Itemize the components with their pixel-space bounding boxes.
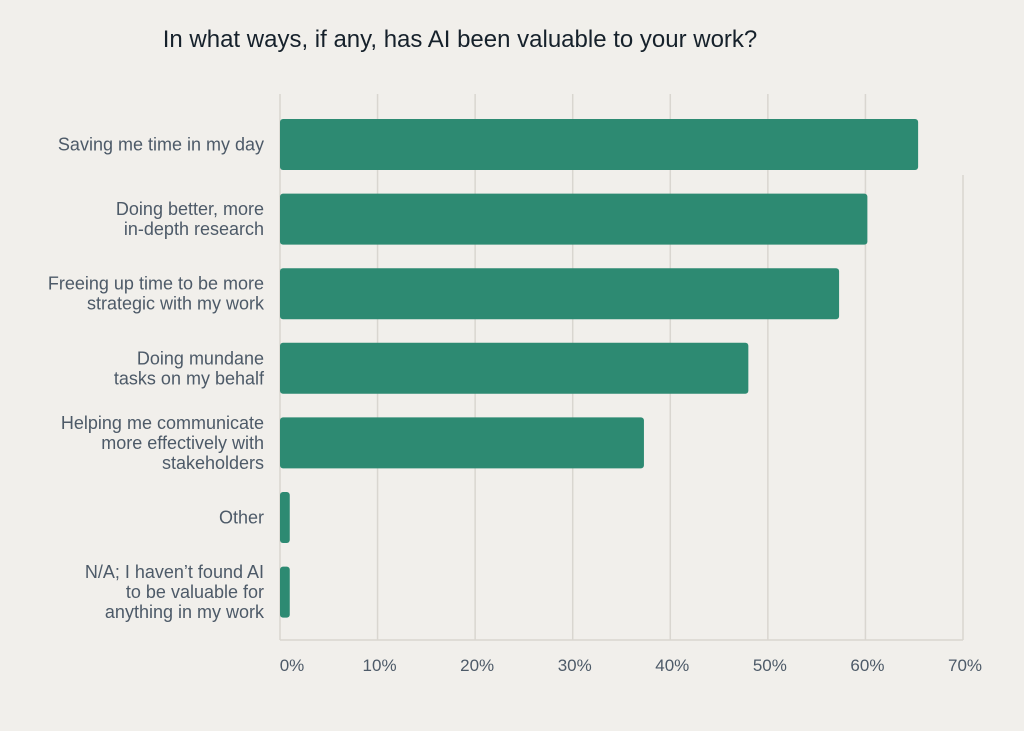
bar	[280, 342, 749, 394]
category-label: Doing mundane tasks on my behalf	[114, 348, 265, 388]
x-tick-label: 60%	[850, 656, 884, 675]
bar	[280, 492, 290, 543]
x-tick-label: 70%	[948, 656, 982, 675]
x-tick-label: 20%	[460, 656, 494, 675]
chart-title: In what ways, if any, has AI been valuab…	[162, 26, 758, 53]
bar	[280, 119, 919, 170]
category-label: N/A; I haven’t found AI to be valuable fo…	[85, 562, 265, 622]
category-label: Other	[219, 508, 264, 528]
bar	[280, 417, 644, 469]
category-label: Saving me time in my day	[58, 135, 264, 155]
category-label: Doing better, more in-depth research	[116, 199, 264, 239]
category-label: Helping me communicate more effectively w…	[61, 413, 264, 473]
bar	[280, 268, 840, 320]
x-tick-label: 50%	[753, 656, 787, 675]
x-tick-label: 30%	[558, 656, 592, 675]
x-tick-label: 10%	[363, 656, 397, 675]
x-tick-label: 0%	[280, 656, 305, 675]
x-tick-label: 40%	[655, 656, 689, 675]
bar	[280, 566, 290, 618]
bar	[280, 193, 868, 245]
category-label: Freeing up time to be more strategic with…	[48, 274, 265, 314]
